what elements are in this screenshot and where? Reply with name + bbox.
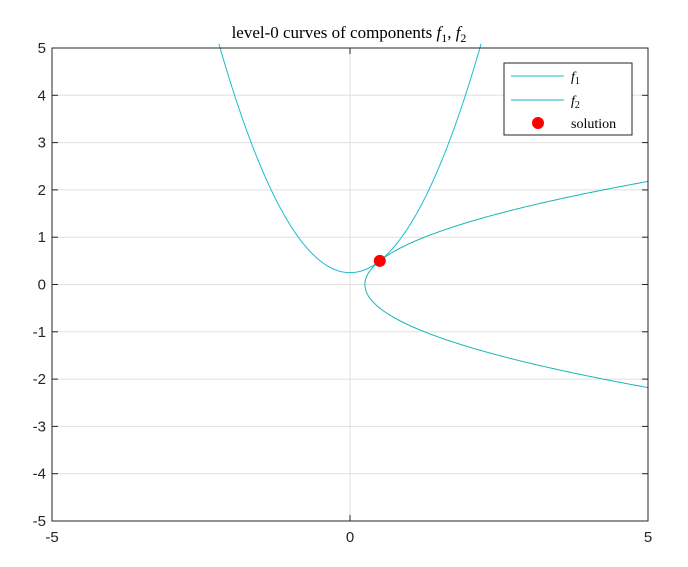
y-tick-label: 3	[38, 135, 46, 152]
legend-entry-f2: f2	[571, 94, 580, 111]
y-tick-label: -2	[33, 371, 46, 388]
solution-point	[373, 254, 386, 267]
y-tick-label: -3	[33, 418, 46, 435]
legend-box	[503, 62, 633, 136]
title-sub-2: 2	[460, 31, 466, 45]
legend-f2-var: f	[571, 94, 577, 109]
series-f2-line	[364, 180, 649, 389]
y-tick-label: 5	[38, 40, 46, 57]
y-tick-label: 1	[38, 229, 46, 246]
legend-f1-sub: 1	[575, 76, 580, 87]
title-sub-1: 1	[441, 31, 447, 45]
points	[373, 254, 386, 267]
title-var-2: f	[456, 23, 463, 42]
y-tick-label: 4	[38, 87, 46, 104]
legend-f2-sub: 2	[575, 100, 580, 111]
legend: f1 f2 solution	[503, 62, 633, 136]
y-tick-label: -1	[33, 324, 46, 341]
x-tick-label: -5	[45, 529, 58, 546]
y-tick-label: 2	[38, 182, 46, 199]
title-prefix: level-0 curves of components	[232, 23, 437, 42]
curves	[218, 43, 649, 389]
y-tick-label: 0	[38, 277, 46, 294]
legend-f1-var: f	[571, 70, 577, 85]
y-tick-label: -4	[33, 466, 46, 483]
legend-entry-f1: f1	[571, 70, 580, 87]
y-tick-label: -5	[33, 513, 46, 530]
title-sep: ,	[447, 23, 456, 42]
title-var-1: f	[436, 23, 443, 42]
x-axis: -5 0 5	[45, 48, 652, 546]
series-f1-line	[218, 43, 482, 274]
x-tick-label: 0	[346, 529, 354, 546]
chart-title: level-0 curves of components f1, f2	[232, 23, 467, 45]
y-axis: -5 -4 -3 -2 -1 0 1 2 3 4 5	[33, 40, 648, 530]
legend-marker-solution	[532, 117, 544, 129]
x-tick-label: 5	[644, 529, 652, 546]
legend-entry-solution: solution	[571, 117, 616, 132]
